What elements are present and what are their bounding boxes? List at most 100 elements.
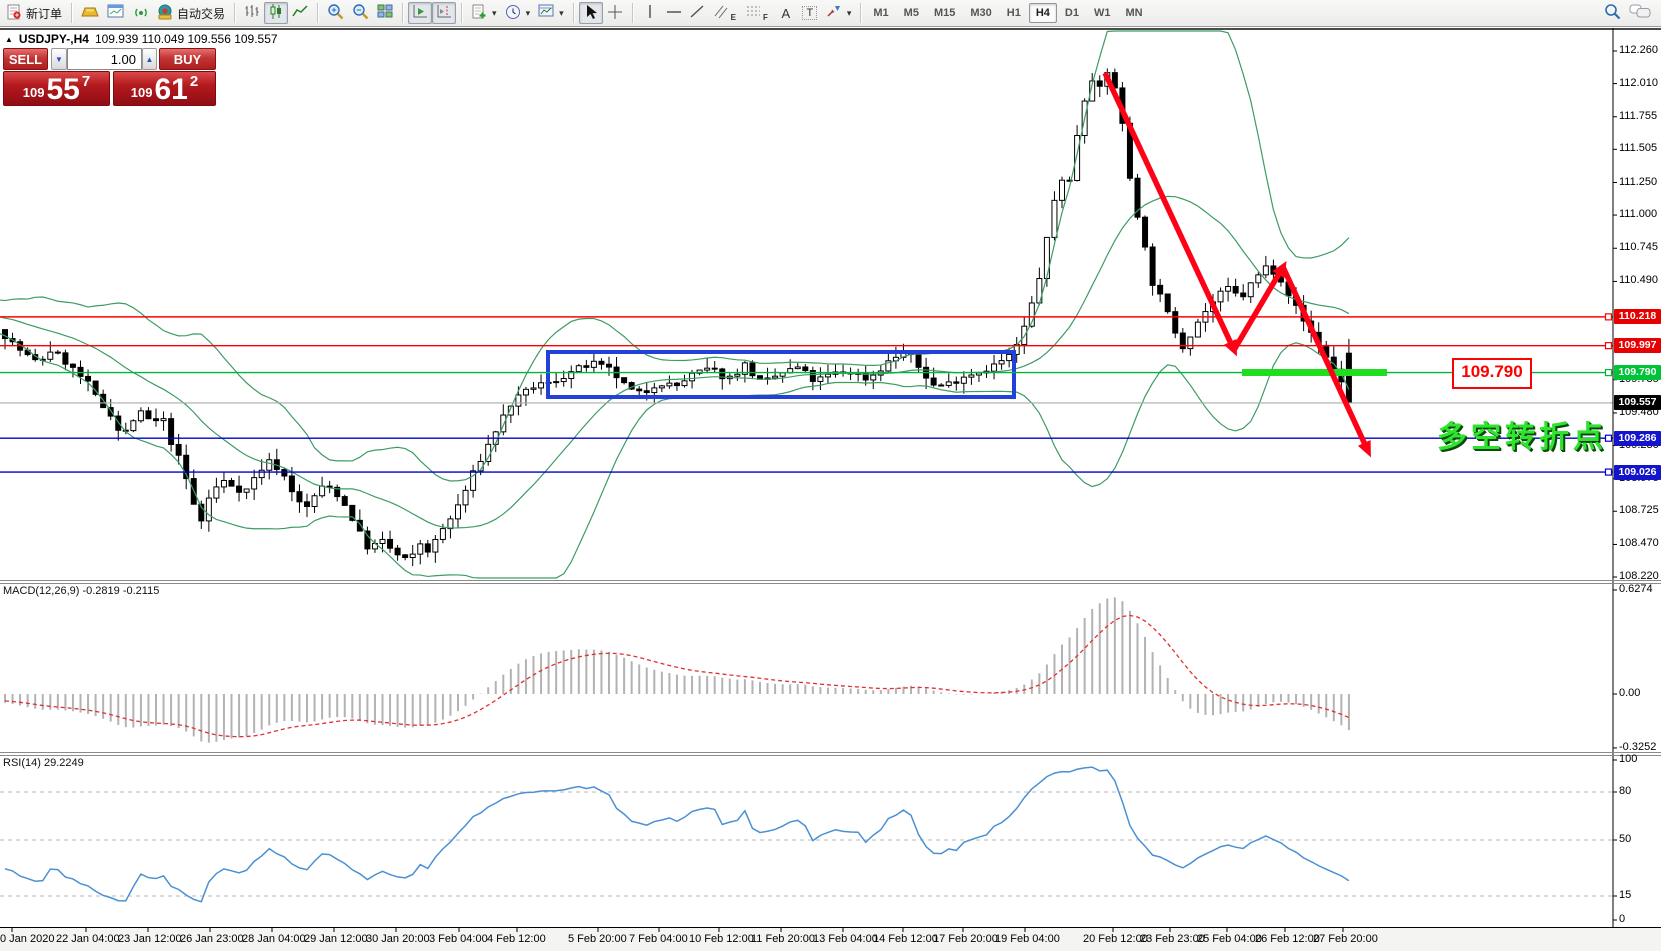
periods-button[interactable]: ▾ <box>501 2 535 24</box>
new-order-icon <box>6 4 22 23</box>
buy-price-button[interactable]: 109 61 2 <box>113 71 216 106</box>
arrows-tool-button[interactable]: ▾ <box>822 2 856 24</box>
fibonacci-tool-button[interactable]: F <box>742 2 774 24</box>
volume-input[interactable]: 1.00 <box>67 48 142 70</box>
horizontal-line-icon <box>666 6 682 20</box>
rsi-tick-label: 100 <box>1619 753 1638 765</box>
candlestick-chart-button[interactable] <box>264 2 289 24</box>
buy-price-sup: 2 <box>189 73 199 90</box>
buy-button[interactable]: BUY <box>159 48 216 70</box>
signals-button[interactable] <box>129 2 153 24</box>
sell-price-button[interactable]: 109 55 7 <box>3 71 110 106</box>
vertical-line-icon <box>645 4 655 22</box>
symbol-name: USDJPY-,H4 <box>18 32 89 46</box>
timeframe-W1[interactable]: W1 <box>1087 3 1118 23</box>
timeframe-M5[interactable]: M5 <box>897 3 926 23</box>
auto-trading-button[interactable]: 自动交易 <box>153 2 229 24</box>
time-tick-label: 5 Feb 20:00 <box>568 933 627 945</box>
auto-scroll-button[interactable] <box>408 2 433 24</box>
toolbar-separator <box>461 3 463 23</box>
turning-point-annotation[interactable]: 多空转折点 <box>1437 421 1607 454</box>
chart-shift-icon <box>436 4 452 22</box>
trendline-icon <box>690 4 705 22</box>
chevron-down-icon: ▾ <box>559 7 564 18</box>
macd-tick-label: 0.6274 <box>1619 582 1653 595</box>
metaeditor-button[interactable] <box>77 2 103 24</box>
symbol-title: ▲ USDJPY-,H4 109.939 110.049 109.556 109… <box>5 32 278 46</box>
price-tick-label: 111.755 <box>1619 109 1658 122</box>
channel-tool-button[interactable]: E <box>710 2 742 24</box>
label-tool-letter: T <box>802 6 818 20</box>
rsi-tick-label: 0 <box>1619 913 1626 925</box>
vertical-line-tool-button[interactable] <box>638 2 662 24</box>
toolbar-separator <box>860 3 862 23</box>
chart-area <box>0 28 1661 951</box>
collapse-panel-icon[interactable]: ▲ <box>5 34 13 44</box>
chevron-down-icon: ▾ <box>492 7 497 18</box>
timeframe-D1[interactable]: D1 <box>1058 3 1086 23</box>
price-level-badge: 109.557 <box>1614 395 1661 411</box>
time-tick-label: 19 Feb 04:00 <box>995 933 1060 945</box>
channel-letter: E <box>730 12 736 22</box>
trendline-tool-button[interactable] <box>686 2 710 24</box>
crosshair-tool-button[interactable] <box>603 2 627 24</box>
indicator-doc-icon <box>471 4 487 23</box>
text-tool-letter: A <box>781 5 791 21</box>
horizontal-line-tool-button[interactable] <box>662 2 686 24</box>
macd-label: MACD(12,26,9) -0.2819 -0.2115 <box>3 585 160 597</box>
sell-price-small: 109 <box>22 85 45 100</box>
timeframe-H1[interactable]: H1 <box>1000 3 1028 23</box>
timeframe-MN[interactable]: MN <box>1118 3 1149 23</box>
sell-button[interactable]: SELL <box>3 48 48 70</box>
timeframe-H4[interactable]: H4 <box>1028 3 1057 23</box>
rsi-tick-label: 50 <box>1619 833 1632 845</box>
add-indicator-button[interactable]: ▾ <box>467 2 501 24</box>
bar-chart-button[interactable] <box>240 2 264 24</box>
macd-tick-label: -0.3252 <box>1619 740 1657 753</box>
line-chart-icon <box>292 4 308 22</box>
volume-increase-button[interactable]: ▲ <box>142 48 157 70</box>
price-tick-label: 111.000 <box>1619 208 1658 221</box>
candlestick-icon <box>268 4 284 22</box>
time-tick-label: 30 Jan 20:00 <box>366 933 430 945</box>
toolbar-separator <box>234 3 236 23</box>
cursor-tool-button[interactable] <box>578 2 603 24</box>
timeframe-M1[interactable]: M1 <box>866 3 895 23</box>
macd-tick-label: 0.00 <box>1619 687 1641 699</box>
timeframe-M15[interactable]: M15 <box>927 3 962 23</box>
search-button[interactable] <box>1600 2 1625 24</box>
zoom-out-icon <box>352 3 369 23</box>
zoom-in-button[interactable] <box>323 2 348 24</box>
time-tick-label: 14 Feb 12:00 <box>873 933 938 945</box>
price-tick-label: 108.725 <box>1619 504 1659 517</box>
channel-icon <box>714 4 729 22</box>
toolbar-separator <box>402 3 404 23</box>
price-level-badge: 110.218 <box>1614 309 1661 325</box>
chat-button[interactable] <box>1625 2 1655 24</box>
zoom-out-button[interactable] <box>348 2 373 24</box>
price-callout-box[interactable]: 109.790 <box>1452 358 1532 389</box>
line-chart-button[interactable] <box>288 2 312 24</box>
time-tick-label: 23 Jan 12:00 <box>118 933 182 945</box>
templates-button[interactable]: ▾ <box>534 2 568 24</box>
chart-shift-button[interactable] <box>432 2 457 24</box>
toolbar-separator <box>317 3 319 23</box>
market-watch-button[interactable] <box>103 2 129 24</box>
volume-decrease-button[interactable]: ▼ <box>51 48 67 70</box>
new-order-button[interactable]: 新订单 <box>2 2 66 24</box>
toolbar: 新订单 自动交易 ▾ ▾ ▾ E F A T ▾ <box>0 0 1661 27</box>
price-level-badge: 109.026 <box>1614 464 1661 480</box>
timeframe-M30[interactable]: M30 <box>963 3 998 23</box>
auto-scroll-icon <box>412 4 428 22</box>
symbol-ohlc: 109.939 110.049 109.556 109.557 <box>94 32 278 46</box>
price-tick-label: 108.470 <box>1619 537 1659 550</box>
time-tick-label: 25 Feb 04:00 <box>1197 933 1262 945</box>
search-icon <box>1604 3 1621 23</box>
time-tick-label: 0 Jan 2020 <box>0 933 55 945</box>
text-tool-button[interactable]: A <box>774 2 798 24</box>
sell-price-sup: 7 <box>81 73 91 90</box>
rsi-tick-label: 80 <box>1619 785 1632 797</box>
label-tool-button[interactable]: T <box>798 2 822 24</box>
tile-windows-button[interactable] <box>373 2 397 24</box>
one-click-trading-panel: SELL ▼ 1.00 ▲ BUY 109 55 7 109 61 2 <box>3 47 218 107</box>
